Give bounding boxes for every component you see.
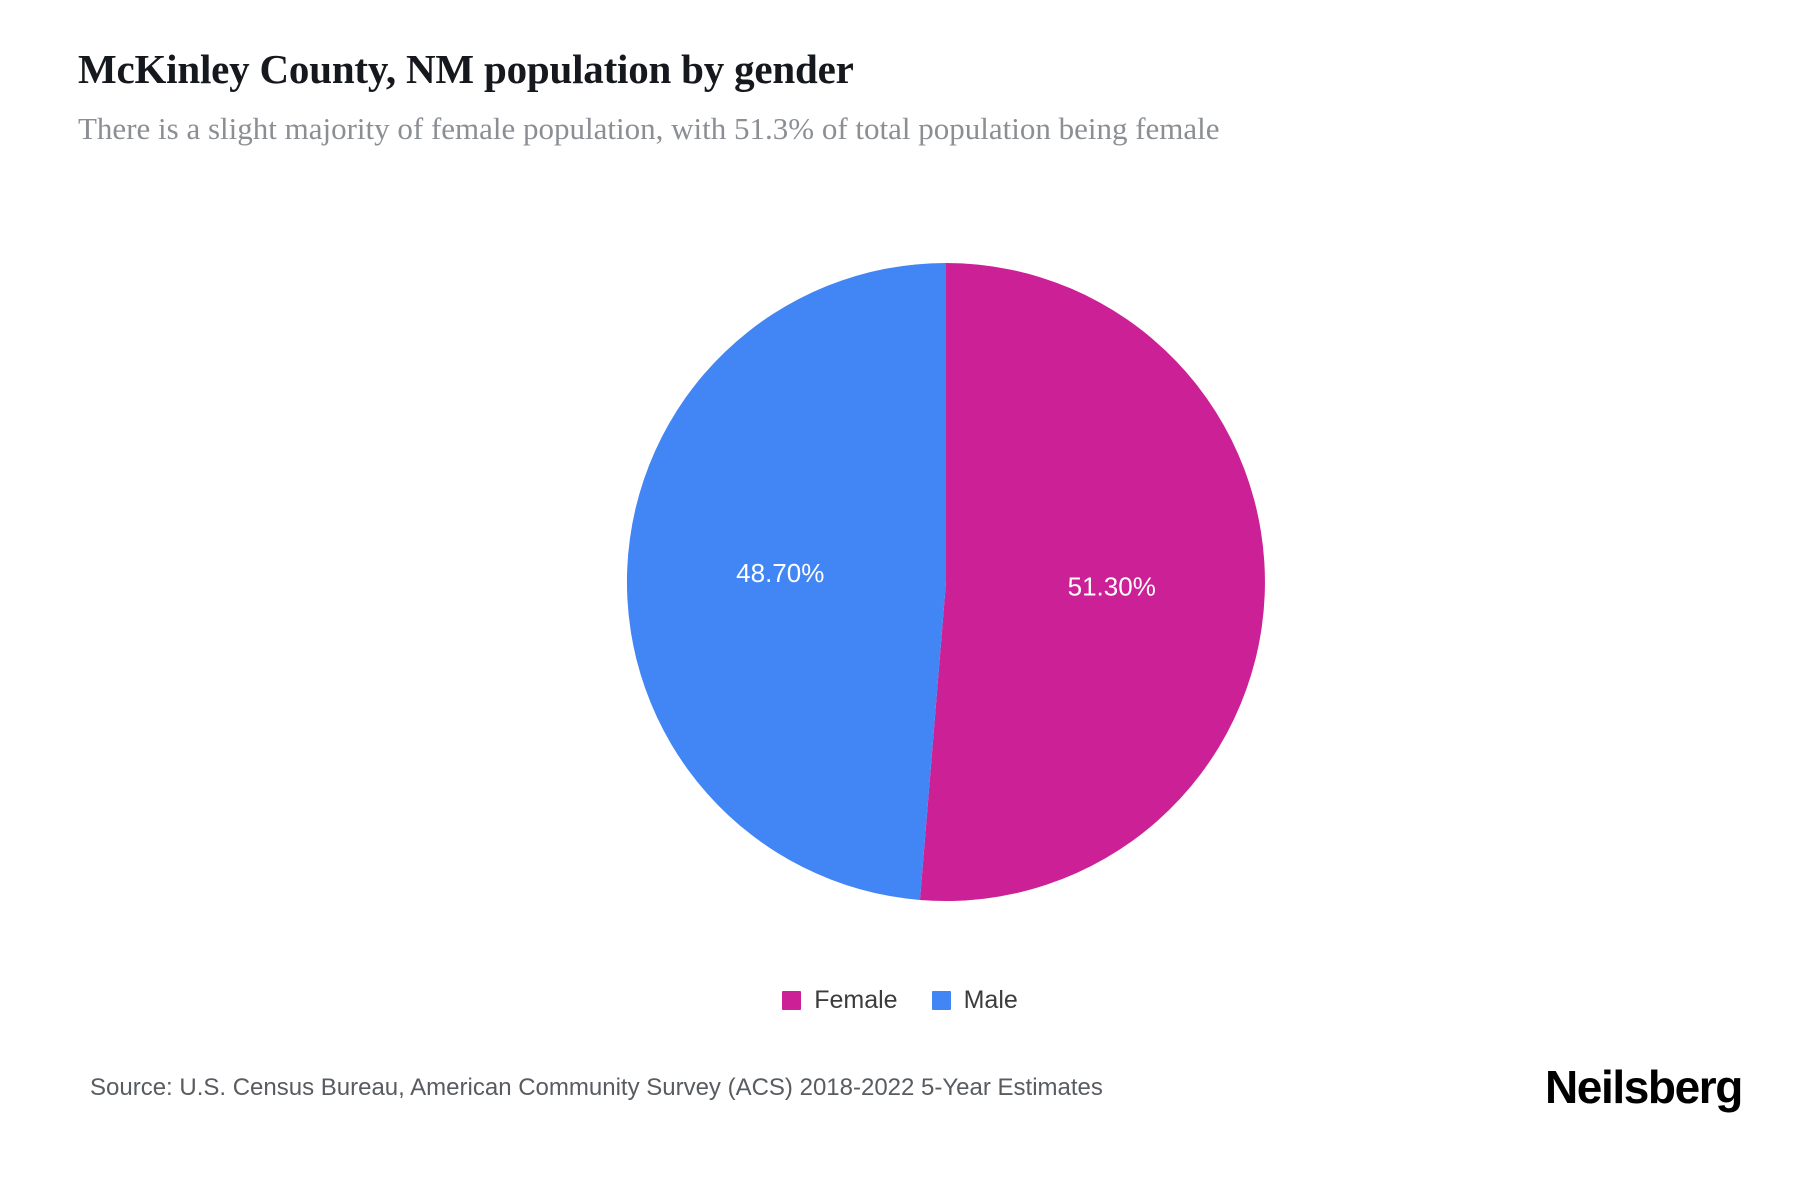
chart-subtitle: There is a slight majority of female pop… bbox=[78, 111, 1220, 147]
chart-footer: Source: U.S. Census Bureau, American Com… bbox=[0, 1058, 1800, 1138]
legend-swatch-male-icon bbox=[931, 991, 951, 1010]
legend-label-female: Female bbox=[814, 986, 898, 1014]
pie-svg: 51.30% 48.70% bbox=[626, 263, 1265, 902]
chart-header: McKinley County, NM population by gender… bbox=[78, 46, 1728, 147]
plot-area: 51.30% 48.70% bbox=[0, 200, 1800, 990]
legend-label-male: Male bbox=[963, 986, 1018, 1014]
pie-slice-female[interactable] bbox=[919, 263, 1265, 902]
pie-chart: 51.30% 48.70% bbox=[626, 262, 1266, 902]
neilsberg-logo: Neilsberg bbox=[1544, 1061, 1743, 1113]
legend-item-male[interactable]: Male bbox=[931, 986, 1018, 1014]
source-attribution: Source: U.S. Census Bureau, American Com… bbox=[90, 1074, 1103, 1101]
chart-legend: Female Male bbox=[0, 988, 1800, 1013]
legend-item-female[interactable]: Female bbox=[782, 986, 898, 1014]
pie-slice-label-female: 51.30% bbox=[1068, 572, 1156, 602]
legend-swatch-female-icon bbox=[782, 991, 802, 1010]
pie-slice-male[interactable] bbox=[626, 263, 946, 900]
pie-slice-label-male: 48.70% bbox=[736, 558, 824, 588]
page-title: McKinley County, NM population by gender bbox=[78, 46, 854, 92]
